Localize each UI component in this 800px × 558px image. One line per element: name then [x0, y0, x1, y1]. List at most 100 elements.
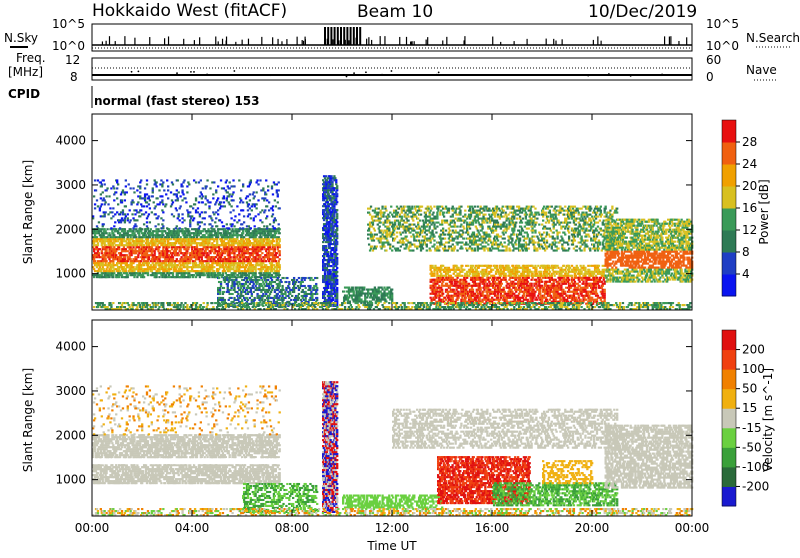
scatter-cell: [224, 205, 226, 207]
scatter-cell: [187, 228, 189, 230]
scatter-cell: [246, 279, 248, 281]
scatter-cell: [223, 268, 225, 270]
scatter-cell: [336, 261, 338, 263]
scatter-cell: [279, 240, 281, 242]
scatter-cell: [236, 232, 238, 234]
scatter-cell: [206, 248, 208, 250]
scatter-cell: [96, 266, 98, 268]
scatter-cell: [259, 234, 261, 236]
scatter-cell: [165, 193, 167, 195]
scatter-cell: [242, 264, 244, 266]
scatter-cell: [208, 242, 210, 244]
scatter-cell: [97, 242, 99, 244]
scatter-cell: [214, 230, 216, 232]
scatter-cell: [433, 299, 435, 301]
scatter-cell: [219, 207, 221, 209]
scatter-cell: [358, 296, 360, 298]
scatter-cell: [148, 244, 150, 246]
scatter-cell: [336, 217, 338, 219]
scatter-cell: [106, 236, 108, 238]
scatter-cell: [198, 201, 200, 203]
scatter-cell: [248, 238, 250, 240]
scatter-cell: [333, 287, 335, 289]
scatter-cell: [154, 268, 156, 270]
scatter-cell: [391, 288, 393, 290]
scatter-cell: [180, 183, 182, 185]
scatter-cell: [105, 189, 107, 191]
scatter-cell: [298, 277, 300, 279]
scatter-cell: [348, 286, 350, 288]
scatter-cell: [328, 205, 330, 207]
scatter-cell: [305, 299, 307, 301]
scatter-cell: [189, 219, 191, 221]
scatter-cell: [255, 203, 257, 205]
scatter-cell: [255, 277, 257, 279]
scatter-cell: [112, 262, 114, 264]
scatter-cell: [117, 183, 119, 185]
scatter-cell: [230, 289, 232, 291]
scatter-cell: [115, 254, 117, 256]
scatter-cell: [180, 205, 182, 207]
scatter-cell: [136, 203, 138, 205]
scatter-cell: [353, 290, 355, 292]
scatter-cell: [102, 262, 104, 264]
scatter-cell: [220, 201, 222, 203]
scatter-cell: [154, 207, 156, 209]
beam-title: Beam 10: [357, 2, 433, 22]
scatter-cell: [263, 246, 265, 248]
scatter-cell: [268, 238, 270, 240]
scatter-cell: [155, 242, 157, 244]
scatter-cell: [206, 252, 208, 254]
scatter-cell: [112, 244, 114, 246]
scatter-cell: [435, 297, 437, 299]
scatter-cell: [268, 250, 270, 252]
scatter-cell: [335, 269, 337, 271]
scatter-cell: [330, 195, 332, 197]
scatter-cell: [189, 211, 191, 213]
scatter-cell: [238, 219, 240, 221]
scatter-cell: [260, 277, 262, 279]
scatter-cell: [252, 285, 254, 287]
scatter-cell: [336, 229, 338, 231]
freq-dot: [196, 74, 198, 76]
scatter-cell: [351, 296, 353, 298]
scatter-cell: [233, 289, 235, 291]
scatter-cell: [255, 234, 257, 236]
scatter-cell: [259, 179, 261, 181]
scatter-cell: [179, 219, 181, 221]
scatter-cell: [288, 283, 290, 285]
freq-dots: [131, 70, 663, 77]
scatter-cell: [322, 261, 324, 263]
scatter-cell: [222, 264, 224, 266]
scatter-cell: [323, 257, 325, 259]
scatter-cell: [163, 272, 165, 274]
scatter-cell: [267, 185, 269, 187]
scatter-cell: [274, 291, 276, 293]
scatter-cell: [125, 248, 127, 250]
scatter-cell: [232, 266, 234, 268]
scatter-cell: [223, 197, 225, 199]
scatter-cell: [182, 193, 184, 195]
scatter-cell: [172, 183, 174, 185]
scatter-cell: [219, 291, 221, 293]
scatter-cell: [158, 189, 160, 191]
scatter-cell: [293, 291, 295, 293]
scatter-cell: [264, 232, 266, 234]
scatter-cell: [252, 264, 254, 266]
scatter-cell: [269, 287, 271, 289]
scatter-cell: [276, 191, 278, 193]
scatter-cell: [156, 217, 158, 219]
scatter-cell: [102, 225, 104, 227]
scatter-cell: [348, 292, 350, 294]
scatter-cell: [279, 283, 281, 285]
scatter-cell: [184, 232, 186, 234]
scatter-cell: [214, 203, 216, 205]
scatter-cell: [330, 271, 332, 273]
scatter-cell: [255, 236, 257, 238]
scatter-cell: [336, 263, 338, 265]
scatter-cell: [146, 217, 148, 219]
scatter-cell: [324, 297, 326, 299]
scatter-cell: [206, 260, 208, 262]
scatter-cell: [255, 266, 257, 268]
scatter-cell: [265, 179, 267, 181]
